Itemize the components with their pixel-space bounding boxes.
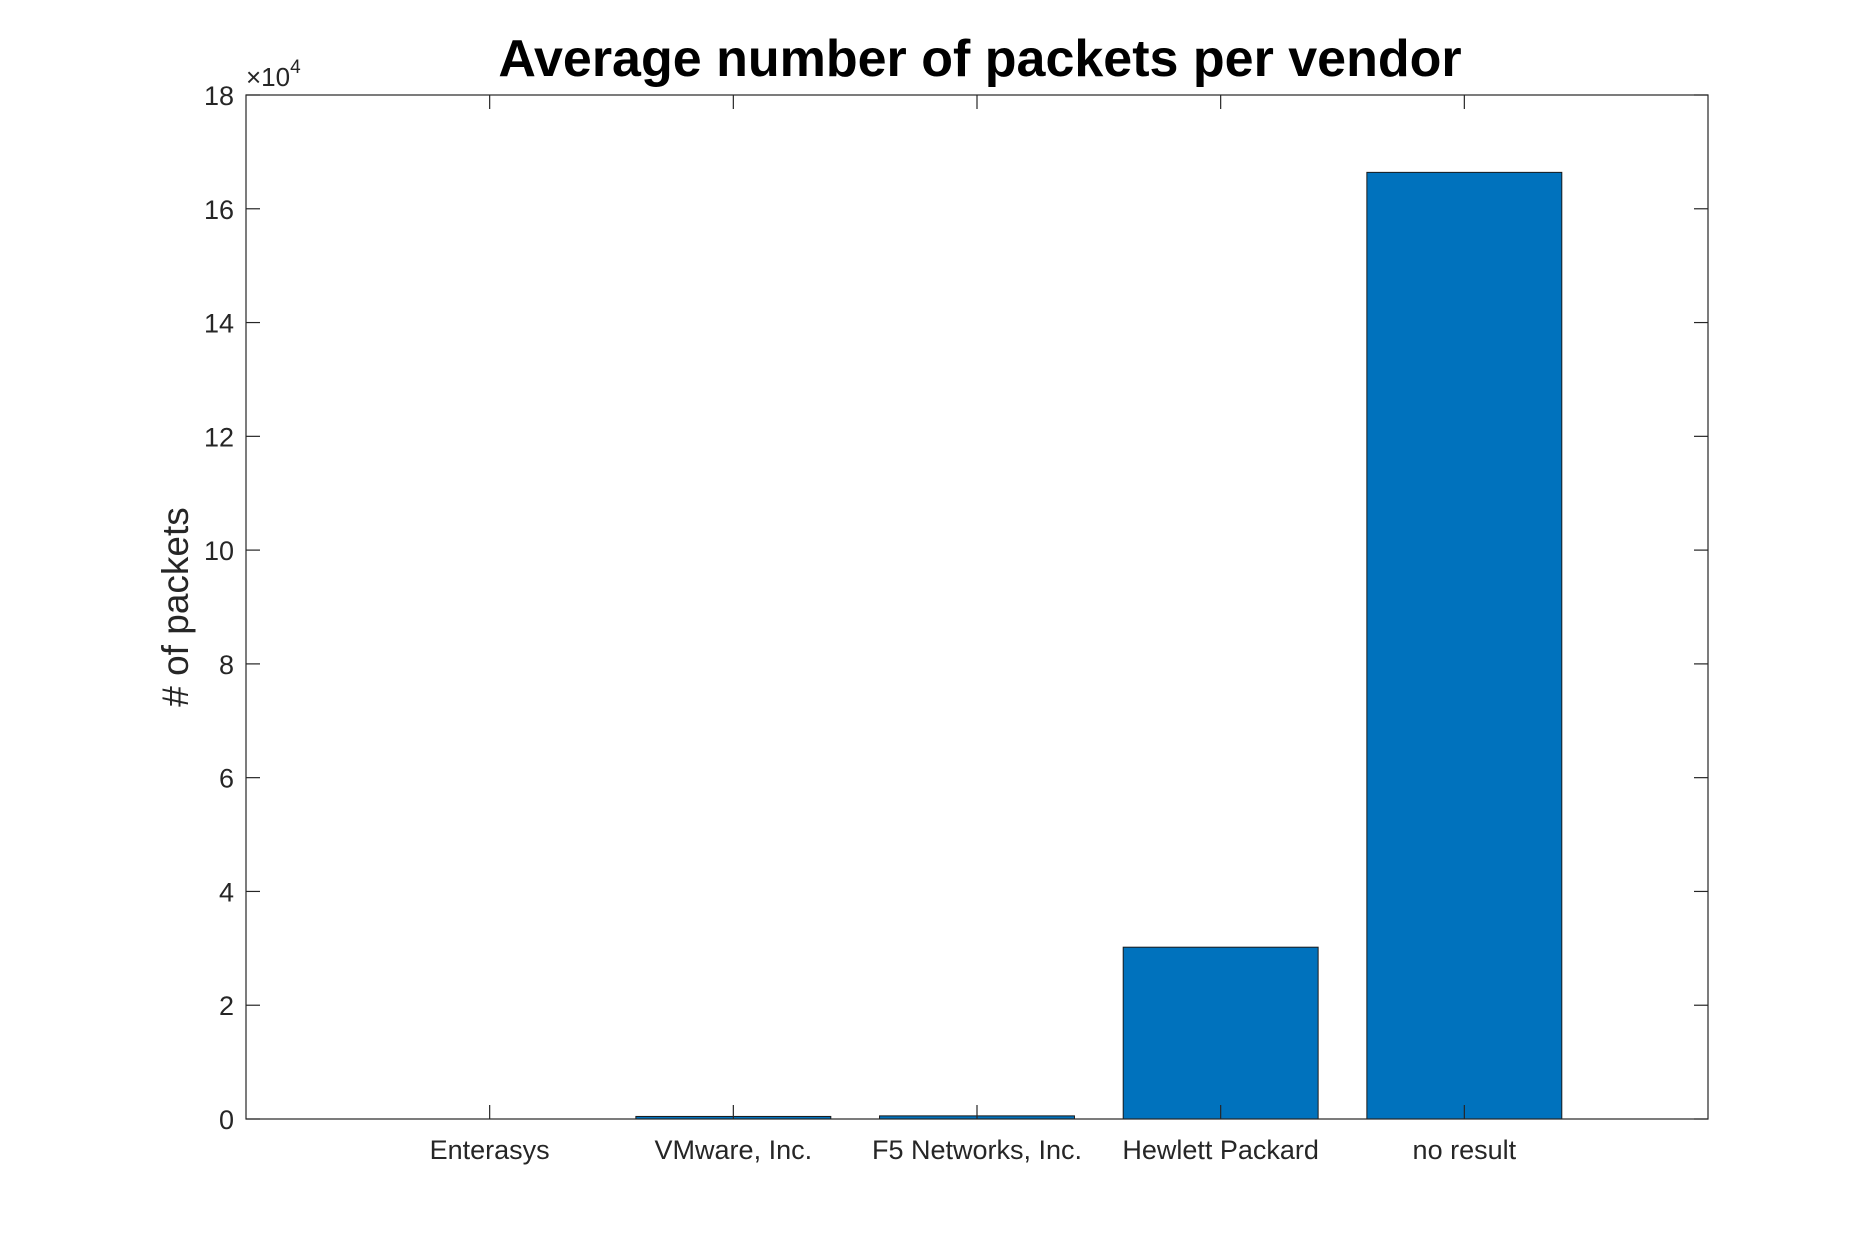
chart-title: Average number of packets per vendor bbox=[498, 30, 1461, 88]
x-tick-labels: Enterasys VMware, Inc. F5 Networks, Inc. He… bbox=[430, 1135, 1517, 1165]
bar bbox=[1366, 171, 1563, 1120]
y-tick-label: 0 bbox=[219, 1105, 234, 1135]
y-exponent-power: 4 bbox=[290, 57, 301, 78]
y-tick-label: 8 bbox=[219, 650, 234, 680]
x-tick-label: VMware, Inc. bbox=[655, 1135, 813, 1165]
y-exponent-label: ×104 bbox=[246, 57, 301, 92]
x-tick-label: F5 Networks, Inc. bbox=[872, 1135, 1082, 1165]
bars-group bbox=[635, 171, 1563, 1120]
y-axis-label: # of packets bbox=[155, 507, 196, 707]
x-tick-label: Hewlett Packard bbox=[1122, 1135, 1319, 1165]
y-tick-label: 14 bbox=[204, 309, 234, 339]
y-exponent-base: ×10 bbox=[246, 62, 290, 92]
x-tick-label: Enterasys bbox=[430, 1135, 550, 1165]
y-tick-labels: 0 2 4 6 8 10 12 14 16 18 bbox=[204, 81, 234, 1135]
y-tick-label: 2 bbox=[219, 991, 234, 1021]
y-tick-label: 16 bbox=[204, 195, 234, 225]
y-tick-label: 4 bbox=[219, 877, 234, 907]
y-tick-label: 12 bbox=[204, 422, 234, 452]
axes-box bbox=[245, 94, 1709, 1120]
x-tick-label: no result bbox=[1413, 1135, 1517, 1165]
bar bbox=[1122, 946, 1319, 1120]
plot-area bbox=[245, 94, 1709, 1120]
y-tick-label: 10 bbox=[204, 536, 234, 566]
y-tick-label: 6 bbox=[219, 764, 234, 794]
y-tick-label: 18 bbox=[204, 81, 234, 111]
